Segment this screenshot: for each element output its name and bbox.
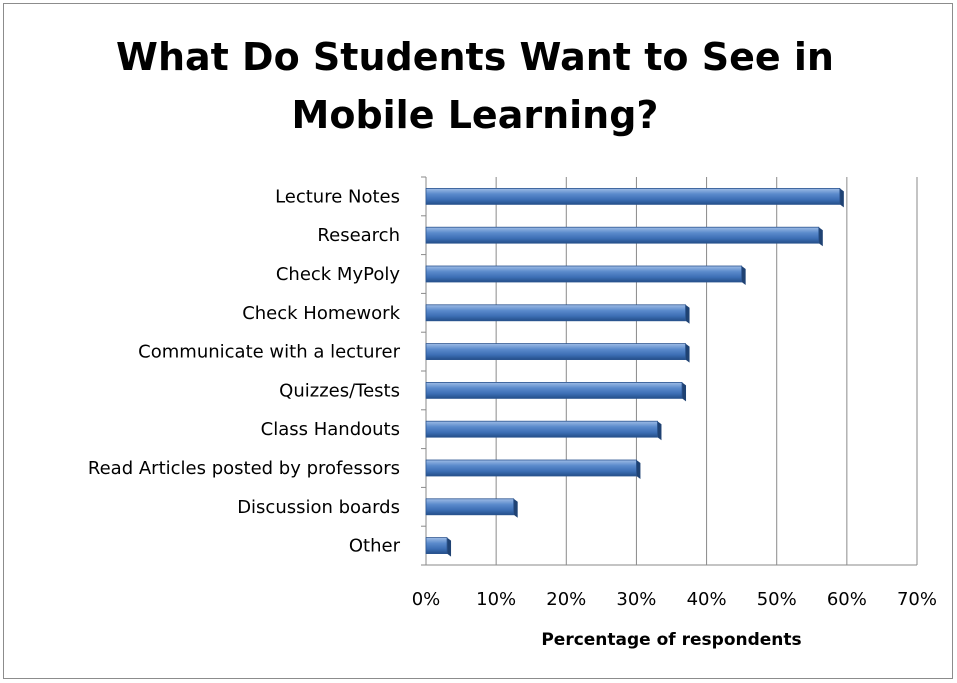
bar bbox=[425, 498, 518, 518]
category-label: Read Articles posted by professors bbox=[88, 458, 400, 479]
bar-end-face bbox=[657, 421, 662, 441]
category-label: Lecture Notes bbox=[275, 186, 400, 207]
bar-body bbox=[425, 498, 515, 516]
bar-body bbox=[425, 381, 683, 399]
bar-end-face bbox=[741, 266, 746, 285]
x-tick-label: 60% bbox=[827, 589, 867, 610]
bar-body bbox=[425, 537, 448, 554]
bar bbox=[425, 226, 823, 247]
bar-body bbox=[425, 343, 686, 361]
x-tick-label: 10% bbox=[476, 589, 516, 610]
category-label: Class Handouts bbox=[261, 419, 400, 440]
x-tick-label: 20% bbox=[546, 589, 586, 610]
x-tick-label: 70% bbox=[897, 589, 937, 610]
bar bbox=[425, 381, 687, 402]
category-label: Check MyPoly bbox=[276, 264, 401, 285]
bar bbox=[425, 343, 690, 363]
bars bbox=[425, 187, 844, 557]
x-axis-title: Percentage of respondents bbox=[541, 630, 801, 650]
bar-end-face bbox=[818, 227, 823, 247]
bar bbox=[425, 265, 746, 285]
chart-frame bbox=[3, 3, 953, 679]
bar-body bbox=[425, 226, 820, 244]
chart-title: What Do Students Want to See in Mobile L… bbox=[116, 35, 834, 137]
bar bbox=[425, 304, 690, 324]
bar-end-face bbox=[447, 537, 452, 557]
x-tick-label: 40% bbox=[687, 589, 727, 610]
category-labels: Lecture Notes Research Check MyPoly Check H… bbox=[88, 186, 401, 556]
bar bbox=[425, 420, 662, 441]
bar-end-face bbox=[636, 460, 641, 479]
bar bbox=[425, 537, 452, 557]
bar-end-face bbox=[513, 498, 518, 518]
bar-end-face bbox=[685, 343, 690, 363]
bar-end-face bbox=[685, 304, 690, 324]
x-tick-label: 50% bbox=[757, 589, 797, 610]
category-label: Check Homework bbox=[242, 303, 400, 324]
bar-body bbox=[425, 187, 841, 205]
bar bbox=[425, 187, 844, 208]
bar-body bbox=[425, 265, 743, 283]
bar-end-face bbox=[682, 382, 687, 402]
category-label: Other bbox=[349, 536, 401, 557]
x-tick-labels: 0% 10% 20% 30% 40% 50% 60% 70% bbox=[412, 589, 937, 610]
x-tick-label: 0% bbox=[412, 589, 441, 610]
bar-body bbox=[425, 459, 637, 477]
bar-body bbox=[425, 304, 686, 322]
category-label: Research bbox=[317, 225, 400, 246]
bar bbox=[425, 459, 641, 479]
category-label: Discussion boards bbox=[237, 497, 400, 518]
category-label: Communicate with a lecturer bbox=[138, 342, 400, 363]
bar-end-face bbox=[839, 188, 844, 208]
x-tick-label: 30% bbox=[616, 589, 656, 610]
category-label: Quizzes/Tests bbox=[279, 380, 400, 401]
bar-body bbox=[425, 420, 658, 438]
